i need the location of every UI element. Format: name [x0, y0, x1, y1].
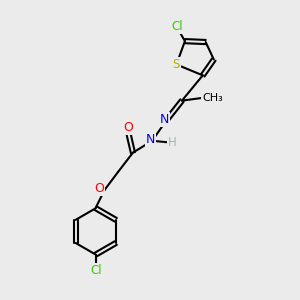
Text: H: H: [168, 136, 177, 149]
Text: O: O: [94, 182, 104, 195]
Text: O: O: [123, 121, 133, 134]
Text: Cl: Cl: [171, 20, 183, 34]
Text: Cl: Cl: [90, 264, 102, 278]
Text: CH₃: CH₃: [202, 93, 223, 103]
Text: N: N: [159, 113, 169, 127]
Text: S: S: [173, 58, 180, 71]
Text: N: N: [146, 133, 155, 146]
